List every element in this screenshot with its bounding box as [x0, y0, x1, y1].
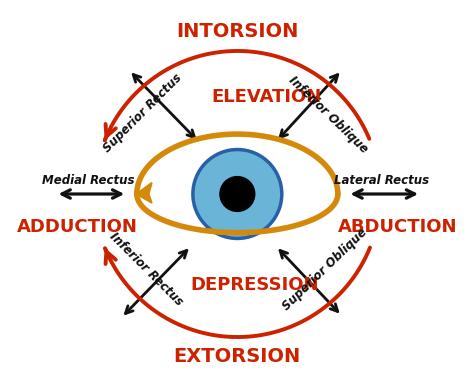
Text: INTORSION: INTORSION: [176, 22, 299, 41]
Text: ELEVATION: ELEVATION: [211, 88, 321, 106]
Text: DEPRESSION: DEPRESSION: [191, 276, 319, 294]
Text: EXTORSION: EXTORSION: [173, 347, 301, 366]
Text: Inferior Oblique: Inferior Oblique: [286, 74, 370, 156]
Polygon shape: [137, 134, 338, 233]
Text: Inferior Rectus: Inferior Rectus: [107, 230, 186, 308]
Text: Lateral Rectus: Lateral Rectus: [334, 174, 428, 187]
Text: Superior Oblique: Superior Oblique: [280, 226, 369, 313]
Text: Medial Rectus: Medial Rectus: [42, 174, 135, 187]
Text: ADDUCTION: ADDUCTION: [17, 218, 137, 236]
Polygon shape: [137, 183, 152, 203]
Text: ABDUCTION: ABDUCTION: [338, 218, 457, 236]
Text: Superior Rectus: Superior Rectus: [101, 71, 184, 155]
Circle shape: [220, 177, 255, 211]
Circle shape: [193, 149, 282, 239]
